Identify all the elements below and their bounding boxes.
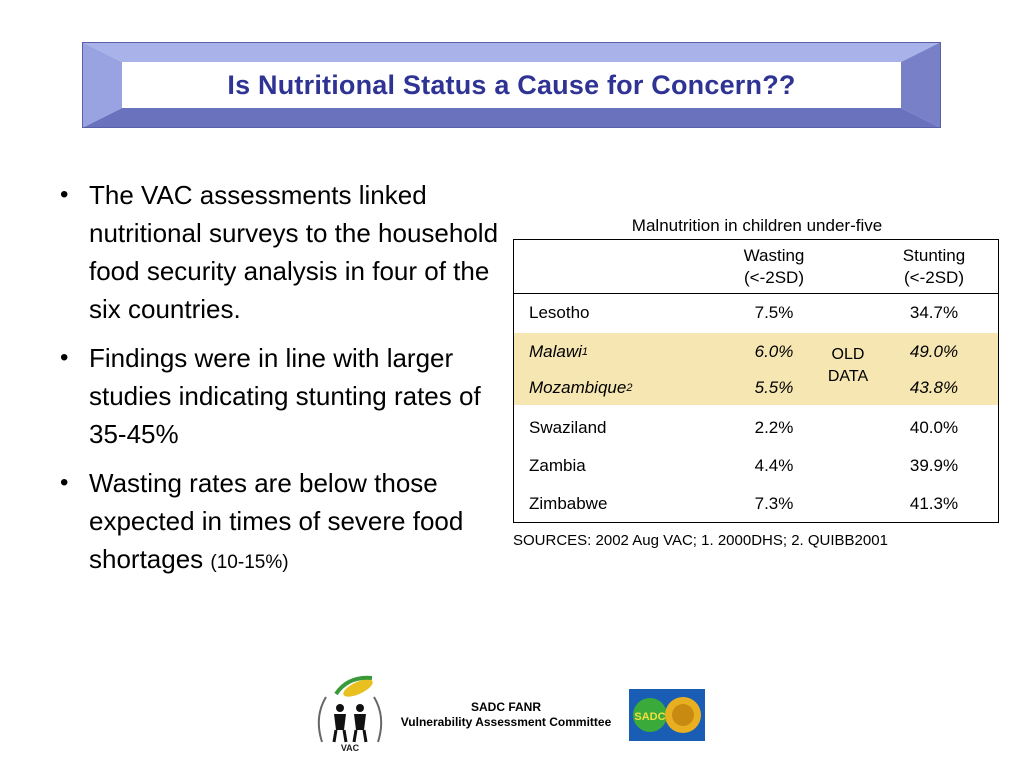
header-stunting-unit: (<-2SD) bbox=[904, 267, 964, 287]
cell-country: Zambia bbox=[529, 456, 586, 475]
table-row: Lesotho 7.5% 34.7% bbox=[514, 293, 998, 332]
cell-country: Mozambique 2 bbox=[529, 371, 632, 405]
header-stunting-label: Stunting bbox=[902, 245, 966, 265]
cell-stunting: 43.8% bbox=[909, 378, 959, 397]
table-row-highlighted: Mozambique 2 5.5% 43.8% bbox=[514, 371, 998, 405]
bullet-list: The VAC assessments linked nutritional s… bbox=[58, 176, 508, 593]
old-data-line2: DATA bbox=[827, 368, 869, 385]
footnote-marker: 2 bbox=[626, 382, 633, 394]
title-frame: Is Nutritional Status a Cause for Concer… bbox=[82, 42, 941, 128]
bullet-text-small: (10-15%) bbox=[210, 552, 289, 573]
svg-text:VAC: VAC bbox=[341, 743, 360, 753]
footer-line2: Vulnerability Assessment Committee bbox=[400, 715, 612, 729]
footnote-marker: 1 bbox=[581, 346, 589, 358]
table-row: Zambia 4.4% 39.9% bbox=[514, 447, 998, 485]
bullet-text: Findings were in line with larger studie… bbox=[89, 343, 481, 449]
cell-wasting: 7.3% bbox=[754, 494, 794, 513]
cell-wasting: 2.2% bbox=[754, 418, 794, 437]
page-title: Is Nutritional Status a Cause for Concer… bbox=[227, 69, 796, 100]
table-row: Zimbabwe 7.3% 41.3% bbox=[514, 485, 998, 523]
table-caption: Malnutrition in children under-five bbox=[631, 216, 883, 235]
cell-country: Lesotho bbox=[529, 302, 590, 322]
cell-stunting: 49.0% bbox=[909, 342, 959, 361]
sadc-logo: SADC bbox=[629, 689, 705, 741]
cell-wasting: 4.4% bbox=[754, 456, 794, 475]
cell-country: Zimbabwe bbox=[529, 494, 608, 513]
table-row-highlighted: Malawi 1 6.0% 49.0% bbox=[514, 333, 998, 371]
old-data-line1: OLD bbox=[831, 346, 865, 363]
bullet-item: The VAC assessments linked nutritional s… bbox=[58, 176, 508, 328]
country-name: Malawi bbox=[529, 342, 582, 361]
header-stunting: Stunting (<-2SD) bbox=[874, 240, 994, 293]
malnutrition-table: Wasting (<-2SD) Stunting (<-2SD) Lesotho 7… bbox=[513, 239, 999, 523]
cell-country: Malawi 1 bbox=[529, 333, 588, 371]
cell-stunting: 39.9% bbox=[909, 456, 959, 475]
cell-stunting: 40.0% bbox=[909, 418, 959, 437]
old-data-note: OLD DATA bbox=[810, 344, 886, 388]
bullet-item: Wasting rates are below those expected i… bbox=[58, 464, 508, 582]
cell-stunting: 41.3% bbox=[909, 494, 959, 513]
title-frame-bevel bbox=[82, 42, 941, 128]
vac-logo: VAC bbox=[314, 672, 386, 754]
footer-text: SADC FANR Vulnerability Assessment Commi… bbox=[388, 700, 624, 730]
cell-wasting: 7.5% bbox=[754, 302, 794, 322]
header-wasting-label: Wasting bbox=[743, 245, 805, 265]
country-name: Mozambique bbox=[529, 378, 627, 397]
sources-note: SOURCES: 2002 Aug VAC; 1. 2000DHS; 2. QU… bbox=[513, 532, 888, 549]
cell-stunting: 34.7% bbox=[909, 302, 959, 322]
bullet-text: The VAC assessments linked nutritional s… bbox=[89, 180, 499, 324]
header-wasting: Wasting (<-2SD) bbox=[719, 240, 829, 293]
title-box: Is Nutritional Status a Cause for Concer… bbox=[122, 62, 901, 108]
bullet-text: Wasting rates are below those expected i… bbox=[89, 468, 464, 574]
table-row: Swaziland 2.2% 40.0% bbox=[514, 409, 998, 447]
cell-country: Swaziland bbox=[529, 418, 607, 437]
bullet-item: Findings were in line with larger studie… bbox=[58, 339, 508, 453]
cell-wasting: 5.5% bbox=[754, 378, 794, 397]
cell-wasting: 6.0% bbox=[754, 342, 794, 361]
footer-line1: SADC FANR bbox=[470, 700, 541, 714]
header-wasting-unit: (<-2SD) bbox=[744, 267, 804, 287]
svg-text:SADC: SADC bbox=[634, 711, 665, 723]
table-header-row: Wasting (<-2SD) Stunting (<-2SD) bbox=[514, 240, 998, 294]
